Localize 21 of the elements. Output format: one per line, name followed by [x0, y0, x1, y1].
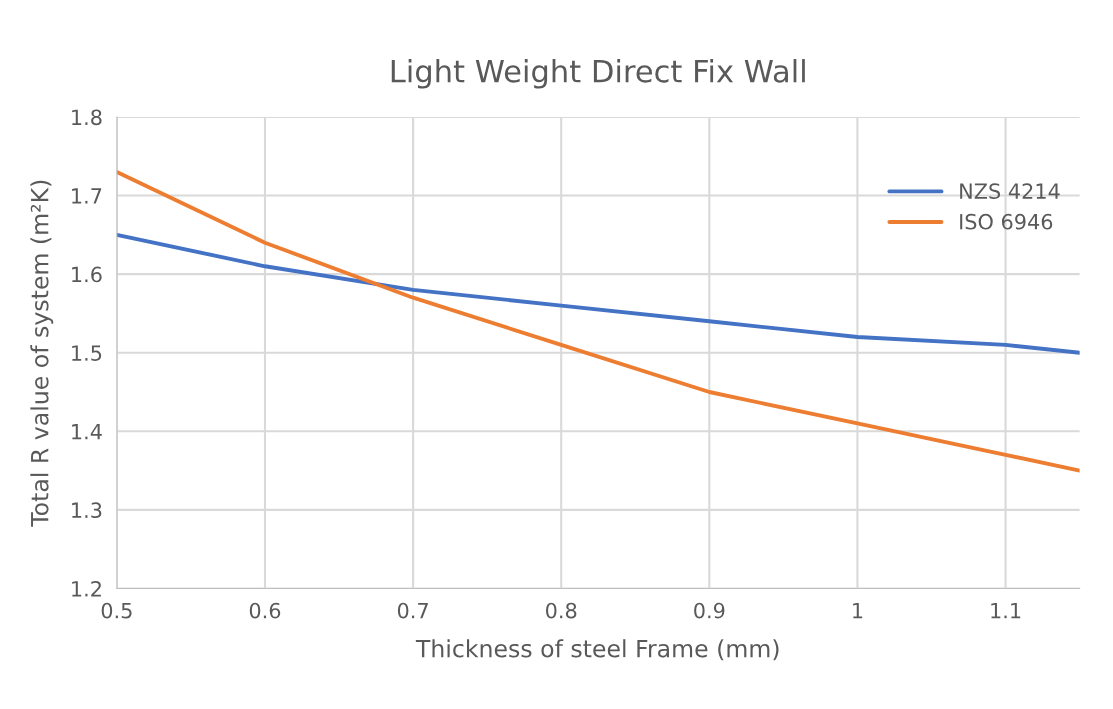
chart-title: Light Weight Direct Fix Wall [391, 59, 805, 89]
line-series [116, 232, 1080, 355]
x-tick-label: 0.8 [546, 602, 577, 619]
y-tick-label: 1.4 [72, 424, 102, 440]
x-tick-label: 0.9 [694, 602, 725, 619]
x-tick-label: 1 [853, 603, 863, 619]
y-tick-label: 1.8 [72, 109, 102, 126]
y-tick-label: 1.3 [72, 502, 102, 519]
y-tick-label: 1.2 [72, 580, 101, 597]
line-series [116, 170, 1080, 473]
y-tick-label: 1.6 [72, 266, 102, 283]
y-tick-label: 1.5 [72, 345, 102, 361]
y-tick-label: 1.7 [72, 188, 102, 204]
y-axis-title: Total R value of system (m²K) [30, 180, 54, 527]
legend-label: NZS 4214 [960, 183, 1060, 200]
x-axis-title: Thickness of steel Frame (mm) [415, 639, 779, 661]
legend-label: ISO 6946 [960, 213, 1053, 230]
x-tick-label: 0.5 [101, 602, 132, 619]
x-tick-label: 0.7 [397, 602, 428, 619]
x-tick-label: 1.1 [991, 603, 1021, 619]
x-tick-label: 0.6 [249, 602, 281, 619]
